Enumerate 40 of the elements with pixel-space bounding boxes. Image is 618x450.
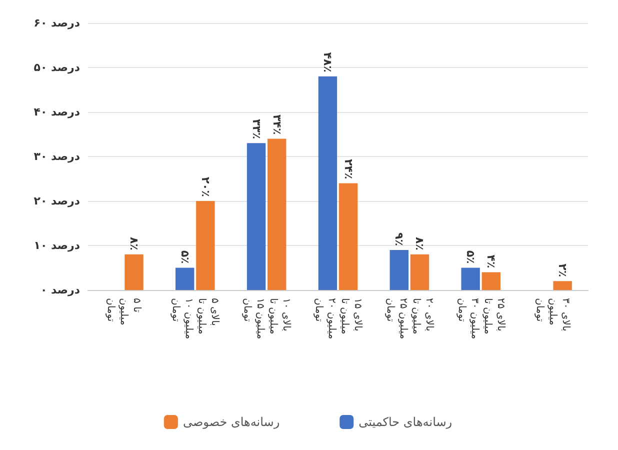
y-tick-label: ۲۰ درصد [34, 194, 80, 208]
data-label: ۹٪ [392, 232, 406, 246]
x-tick-label: بالای ۲۰ میلیون تا ۲۵ میلیون تومان [384, 298, 434, 342]
bar [338, 183, 358, 290]
x-tick-label: بالای ۲۵ میلیون تا ۳۰ میلیون تومان [456, 298, 506, 342]
legend-label: رسانه‌های حاکمیتی [358, 415, 452, 429]
x-tick-label: بالای ۳۰ میلیون تومان [534, 298, 571, 334]
data-label: ۲۴٪ [342, 159, 355, 180]
data-label: ۴۸٪ [321, 52, 334, 72]
y-tick-label: ۳۰ درصد [34, 150, 80, 163]
bar [553, 281, 572, 290]
bar [482, 272, 500, 290]
data-label: ۵٪ [178, 250, 192, 264]
data-label: ۲٪ [556, 264, 570, 278]
bar [410, 254, 430, 290]
bar [196, 201, 215, 290]
y-tick-label: ۱۰ درصد [34, 239, 80, 252]
bar [318, 76, 338, 290]
data-label: ۵٪ [464, 250, 478, 264]
bar [124, 254, 144, 290]
y-tick-label: ۶۰ درصد [34, 16, 80, 30]
data-label: ۸٪ [128, 236, 141, 250]
bar [268, 138, 286, 290]
bar [176, 268, 194, 290]
data-label: ۳۴٪ [270, 114, 284, 135]
bar [390, 250, 408, 290]
x-tick-label: تا ۵ میلیون تومان [105, 298, 142, 328]
x-tick-label: بالای ۱۵ میلیون تا ۲۰ میلیون تومان [313, 298, 363, 342]
data-label: ۸٪ [413, 236, 426, 250]
data-label: ۴٪ [484, 254, 498, 268]
y-tick-label: ۰ درصد [40, 284, 80, 296]
y-tick-label: ۴۰ درصد [34, 106, 80, 118]
data-label: ۳۳٪ [250, 118, 263, 140]
bar [461, 268, 480, 290]
data-label: ۲۰٪ [198, 176, 212, 197]
legend-label: رسانه‌های خصوصی [182, 415, 280, 429]
bar [246, 143, 266, 290]
x-tick-label: بالای ۱۰ میلیون تا ۱۵ میلیون تومان [242, 298, 292, 342]
y-tick-label: ۵۰ درصد [34, 61, 80, 74]
x-tick-label: بالای ۵ میلیون تا ۱۰ میلیون تومان [170, 298, 220, 342]
